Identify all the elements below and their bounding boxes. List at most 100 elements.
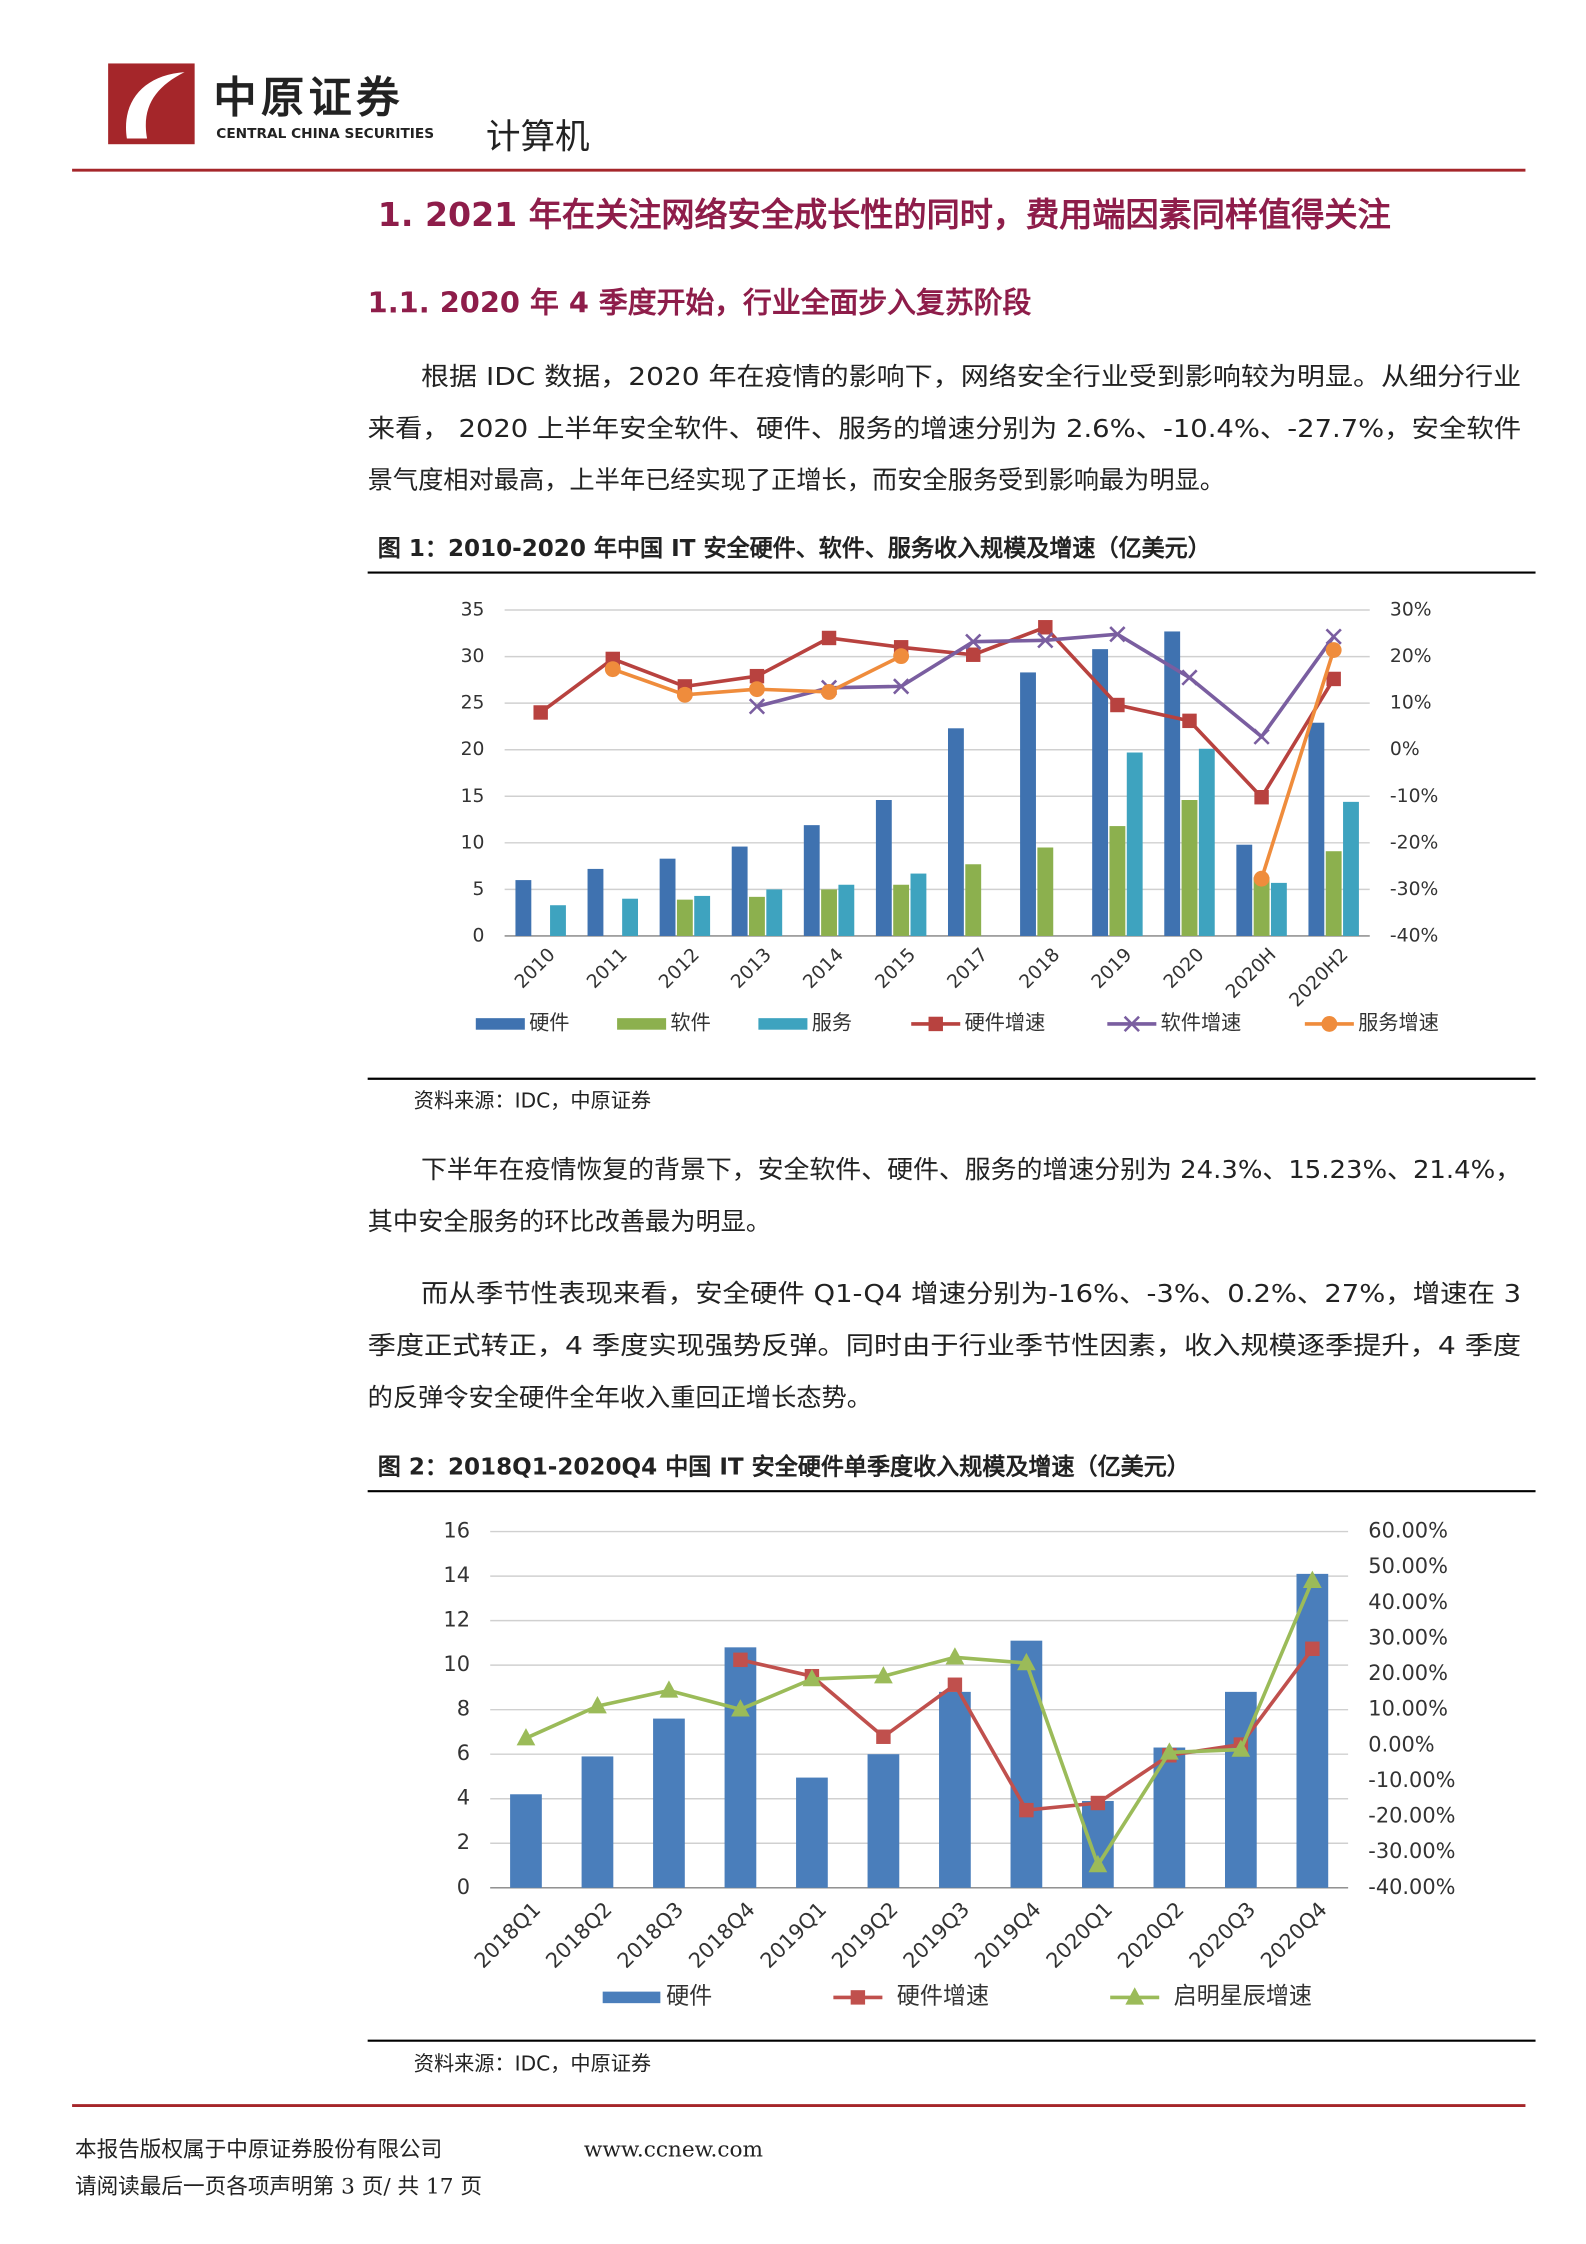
figure-caption: 图 1：2010-2020 年中国 IT 安全硬件、软件、服务收入规模及增速（亿…	[378, 535, 1211, 562]
bar	[1109, 826, 1126, 936]
line-marker	[1088, 1854, 1108, 1873]
x-tick-label: 2020Q4	[1256, 1897, 1332, 1973]
bar	[1037, 847, 1054, 936]
x-tick-label: 2012	[655, 944, 704, 993]
line-marker	[1017, 1652, 1036, 1671]
line-marker	[659, 1680, 679, 1698]
bar	[796, 1777, 828, 1888]
bar	[694, 895, 711, 936]
line-series	[539, 625, 1336, 801]
legend-marker	[1321, 1016, 1338, 1032]
x-tick-label: 2018Q3	[613, 1897, 689, 1973]
line-marker	[588, 1696, 607, 1714]
line-marker	[1019, 1802, 1034, 1818]
line-marker	[733, 1652, 748, 1668]
line-marker	[1110, 697, 1125, 713]
y-tick-label: 14	[443, 1563, 470, 1587]
line-marker	[874, 1666, 893, 1684]
line-marker	[1109, 626, 1126, 643]
figure-source: 资料来源：IDC，中原证券	[414, 2052, 651, 2076]
line-marker	[516, 1728, 536, 1746]
x-tick-label: 2017	[944, 944, 993, 993]
x-tick-label: 2020Q3	[1185, 1897, 1261, 1973]
line-marker	[821, 684, 837, 700]
line-marker	[1182, 713, 1197, 729]
line-marker	[676, 686, 693, 703]
bar	[1343, 801, 1359, 936]
y2-tick-label: 50.00%	[1368, 1554, 1448, 1578]
line-marker	[876, 1729, 891, 1744]
bar	[821, 889, 837, 936]
y-tick-label: 16	[443, 1519, 470, 1543]
line-marker	[1254, 789, 1269, 805]
y-tick-label: 0	[457, 1875, 470, 1899]
y-tick-label: 8	[457, 1697, 470, 1721]
y2-tick-label: 30.00%	[1368, 1625, 1448, 1649]
legend-swatch	[602, 1991, 661, 2004]
line-marker	[965, 633, 982, 650]
bar	[731, 846, 748, 936]
legend-label: 服务增速	[1358, 1010, 1439, 1034]
x-tick-label: 2019Q3	[899, 1897, 975, 1973]
x-tick-label: 2020Q2	[1113, 1897, 1189, 1973]
y2-tick-label: -20.00%	[1368, 1804, 1455, 1828]
bar	[1164, 631, 1181, 936]
y-tick-label: 4	[457, 1786, 470, 1810]
footer-copyright: 本报告版权属于中原证券股份有限公司	[75, 2137, 442, 2162]
line-marker	[1160, 1742, 1179, 1760]
bar	[510, 1794, 542, 1888]
line-marker	[1253, 870, 1270, 887]
y-tick-label: 10	[461, 832, 485, 853]
line-marker	[1090, 1795, 1106, 1811]
bar	[1325, 851, 1342, 936]
line-marker	[1231, 1739, 1251, 1757]
legend-label: 服务	[812, 1010, 852, 1034]
x-tick-label: 2013	[727, 944, 776, 993]
line-series	[612, 649, 1336, 880]
paragraph-line: 景气度相对最高，上半年已经实现了正增长，而安全服务受到影响最为明显。	[368, 466, 1225, 495]
bar	[581, 1756, 614, 1888]
y-tick-label: 12	[443, 1608, 470, 1632]
line-marker	[893, 678, 910, 695]
section-name: 计算机	[486, 117, 590, 157]
bar	[939, 1691, 971, 1888]
x-tick-label: 2011	[583, 944, 632, 993]
line-marker	[802, 1668, 822, 1687]
line-marker	[1302, 1570, 1322, 1588]
line-marker	[533, 705, 548, 720]
bar	[587, 868, 604, 936]
legend-swatch	[758, 1018, 808, 1030]
line-marker	[1305, 1641, 1320, 1656]
x-tick-label: 2014	[799, 944, 848, 993]
y-tick-label: 30	[461, 646, 485, 667]
bar	[724, 1647, 757, 1888]
logo-english: CENTRAL CHINA SECURITIES	[216, 126, 434, 142]
legend-label: 软件	[670, 1010, 710, 1034]
paragraph-line: 季度正式转正，4 季度实现强势反弹。同时由于行业季节性因素，收入规模逐季提升，4…	[368, 1331, 1521, 1360]
y-tick-label: 2	[457, 1830, 470, 1854]
bar	[947, 728, 964, 936]
paragraph-line: 下半年在疫情恢复的背景下，安全软件、硬件、服务的增速分别为 24.3%、15.2…	[421, 1155, 1521, 1184]
bar	[653, 1718, 685, 1888]
bar	[1198, 748, 1215, 936]
y-tick-label: 20	[461, 739, 485, 760]
y2-tick-label: 0.00%	[1368, 1732, 1434, 1756]
bar	[1253, 877, 1270, 936]
bar	[893, 884, 910, 936]
bar	[803, 825, 820, 936]
legend-marker	[1125, 1987, 1145, 2005]
line-marker	[947, 1677, 963, 1692]
line-marker	[731, 1699, 750, 1717]
line-marker	[1181, 669, 1198, 686]
y-tick-label: 25	[461, 693, 485, 714]
legend-marker	[1123, 1015, 1140, 1033]
y2-tick-label: -10.00%	[1368, 1768, 1455, 1792]
y-tick-label: 6	[457, 1741, 470, 1765]
x-tick-label: 2019Q4	[970, 1897, 1046, 1973]
x-tick-label: 2020Q1	[1042, 1897, 1118, 1973]
bar	[1010, 1640, 1043, 1888]
y2-tick-label: -30%	[1390, 879, 1438, 900]
bar	[1126, 752, 1143, 936]
line-marker	[1037, 632, 1054, 649]
x-tick-label: 2019	[1088, 944, 1137, 993]
